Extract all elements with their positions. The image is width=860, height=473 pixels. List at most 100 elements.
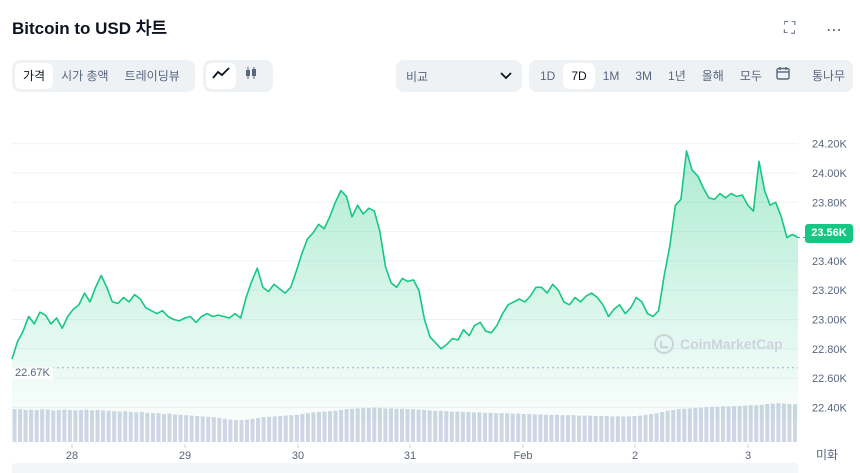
view-tabs: 가격 시가 총액 트레이딩뷰 (12, 60, 195, 92)
volume-bar (687, 408, 692, 442)
price-line[interactable] (11, 150, 799, 360)
volume-bar (156, 413, 161, 442)
volume-bar (73, 410, 78, 442)
volume-bar (228, 419, 233, 442)
volume-bar (233, 420, 238, 442)
volume-bar (488, 412, 493, 442)
chart-type-toggle (203, 60, 273, 92)
volume-bar (610, 416, 615, 442)
watermark-text: CoinMarketCap (680, 336, 783, 352)
log-scale-toggle[interactable]: 통나무 (811, 69, 846, 83)
volume-bar (704, 407, 709, 442)
x-tick-label: 29 (179, 450, 191, 460)
volume-bar (23, 410, 28, 442)
volume-bar (471, 412, 476, 442)
volume-bar (416, 409, 421, 442)
volume-bar (383, 408, 388, 442)
y-tick-label: 22.80K (812, 344, 848, 356)
volume-bar (554, 414, 559, 442)
volume-bar (593, 416, 598, 442)
compare-select[interactable]: 비교 (396, 60, 522, 92)
volume-bar (167, 413, 172, 442)
volume-bar (78, 410, 83, 442)
volume-bar (643, 414, 648, 442)
volume-bar (84, 409, 89, 442)
y-axis: 22.40K22.60K22.80K23.00K23.20K23.40K23.6… (812, 139, 848, 415)
volume-bar (754, 405, 759, 442)
volume-bar (427, 410, 432, 442)
volume-bar (294, 414, 299, 442)
price-area (12, 151, 798, 422)
volume-bar (649, 414, 654, 442)
volume-bar (178, 414, 183, 442)
volume-bar (67, 410, 72, 442)
volume-bars (12, 403, 797, 442)
candlestick-icon[interactable] (236, 63, 266, 89)
volume-bar (510, 413, 515, 442)
volume-bar (765, 404, 770, 442)
more-icon[interactable]: ⋯ (826, 22, 843, 39)
volume-bar (698, 407, 703, 442)
chevron-down-icon (500, 69, 512, 83)
volume-bar (366, 408, 371, 442)
volume-bar (560, 415, 565, 442)
volume-bar (361, 408, 366, 442)
x-tick-label: 30 (292, 450, 304, 460)
range-navigator[interactable] (12, 463, 798, 473)
volume-bar (682, 408, 687, 442)
current-price-tag: 23.56K (805, 224, 853, 243)
volume-bar (222, 418, 227, 442)
volume-bar (350, 408, 355, 442)
min-price-label: 22.67K (12, 367, 53, 379)
volume-bar (161, 414, 166, 442)
volume-bar (106, 410, 111, 442)
volume-bar (250, 418, 255, 442)
volume-bar (123, 411, 128, 442)
volume-bar (272, 416, 277, 442)
volume-bar (283, 415, 288, 442)
y-tick-label: 23.80K (812, 197, 848, 209)
page-title: Bitcoin to USD 차트 (12, 19, 167, 38)
currency-label: 미화 (816, 448, 839, 462)
volume-bar (62, 409, 67, 442)
volume-bar (333, 410, 338, 442)
volume-bar (494, 413, 499, 442)
tab-tradingview[interactable]: 트레이딩뷰 (124, 69, 180, 83)
volume-bar (344, 409, 349, 442)
volume-bar (599, 416, 604, 442)
volume-bar (637, 415, 643, 442)
volume-bar (377, 408, 382, 442)
volume-bar (139, 412, 144, 442)
y-tick-label: 22.60K (812, 373, 848, 385)
fullscreen-icon[interactable]: ⛶ (784, 20, 796, 37)
calendar-icon[interactable] (770, 63, 796, 89)
volume-bar (189, 415, 194, 442)
price-chart: 22.40K22.60K22.80K23.00K23.20K23.40K23.6… (11, 139, 848, 460)
volume-bar (40, 409, 45, 442)
volume-bar (261, 417, 266, 442)
volume-bar (29, 409, 34, 442)
volume-bar (532, 414, 537, 442)
compare-label: 비교 (406, 69, 429, 84)
range-1d[interactable]: 1D (540, 69, 556, 83)
volume-bar (89, 410, 95, 442)
line-chart-icon[interactable] (206, 63, 236, 89)
volume-bar (792, 404, 797, 442)
volume-bar (217, 418, 222, 442)
volume-bar (577, 415, 582, 442)
volume-bar (117, 411, 122, 442)
range-all[interactable]: 모두 (739, 69, 762, 83)
tab-price[interactable]: 가격 (15, 63, 54, 89)
volume-bar (505, 413, 510, 442)
y-tick-label: 23.40K (812, 256, 848, 268)
volume-bar (311, 412, 316, 442)
range-3m[interactable]: 3M (635, 69, 653, 83)
volume-bar (449, 411, 454, 442)
volume-bar (660, 412, 665, 442)
range-7d[interactable]: 7D (563, 63, 595, 89)
volume-bar (211, 417, 216, 442)
range-ytd[interactable]: 올해 (701, 69, 724, 83)
range-1m[interactable]: 1M (602, 69, 620, 83)
range-1y[interactable]: 1년 (668, 69, 686, 83)
tab-market-cap[interactable]: 시가 총액 (61, 69, 109, 83)
